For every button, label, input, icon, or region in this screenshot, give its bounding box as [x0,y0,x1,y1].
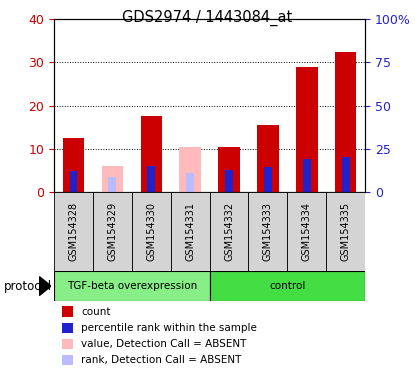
Polygon shape [39,276,51,296]
Bar [147,166,155,192]
Text: GSM154332: GSM154332 [224,202,234,261]
Bar [225,170,233,192]
Bar [54,192,93,271]
Text: control: control [269,281,305,291]
Text: GSM154334: GSM154334 [302,202,312,261]
Bar [210,192,249,271]
Text: rank, Detection Call = ABSENT: rank, Detection Call = ABSENT [81,355,241,365]
Text: GSM154329: GSM154329 [107,202,117,261]
Bar [303,159,311,192]
Text: GSM154331: GSM154331 [185,202,195,261]
Text: GSM154328: GSM154328 [68,202,78,261]
Text: GSM154335: GSM154335 [341,202,351,261]
Text: count: count [81,306,110,317]
Bar [141,116,162,192]
Bar [296,67,317,192]
Text: protocol: protocol [4,280,52,293]
Bar [186,173,194,192]
Text: GDS2974 / 1443084_at: GDS2974 / 1443084_at [122,10,293,26]
Bar [218,147,240,192]
Bar [335,51,356,192]
Text: value, Detection Call = ABSENT: value, Detection Call = ABSENT [81,339,246,349]
Bar [342,157,350,192]
Bar [102,166,123,192]
Bar [326,192,365,271]
Bar [171,192,210,271]
Bar [264,167,272,192]
Bar [132,192,171,271]
Bar [54,271,210,301]
Bar [93,192,132,271]
Bar [257,125,278,192]
Bar [70,171,77,192]
Text: percentile rank within the sample: percentile rank within the sample [81,323,257,333]
Text: TGF-beta overexpression: TGF-beta overexpression [67,281,197,291]
Text: GSM154333: GSM154333 [263,202,273,261]
Bar [179,147,201,192]
Bar [210,271,365,301]
Bar [249,192,287,271]
Bar [108,177,116,192]
Bar [63,138,84,192]
Bar [287,192,326,271]
Text: GSM154330: GSM154330 [146,202,156,261]
